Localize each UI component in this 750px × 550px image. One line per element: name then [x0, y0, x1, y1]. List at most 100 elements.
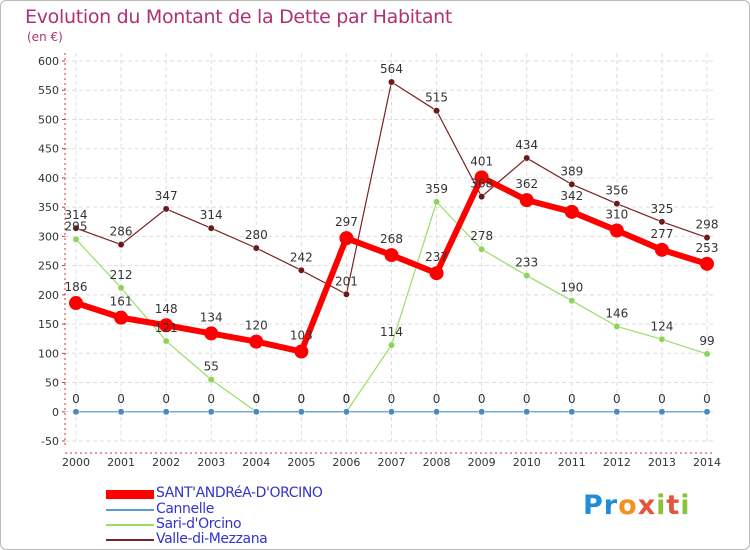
data-point-3: [69, 296, 83, 311]
data-point-0: [703, 234, 711, 242]
data-label: 401: [470, 154, 493, 168]
data-label: 212: [110, 268, 133, 282]
data-label: 186: [65, 280, 88, 294]
data-point-0: [568, 180, 576, 188]
x-tick-label: 2009: [468, 456, 496, 469]
legend-swatch-sant-andrea: [106, 490, 154, 499]
legend-label-valle-di-mezzana: Valle-di-Mezzana: [156, 531, 268, 547]
data-label: 201: [335, 274, 358, 288]
data-label: 389: [560, 164, 583, 178]
data-label: 297: [335, 215, 358, 229]
data-label: 359: [425, 182, 448, 196]
y-tick-label: -50: [41, 435, 59, 448]
data-label: 0: [207, 392, 215, 406]
legend-item-sari-dorcino: Sari-d'Orcino: [106, 516, 486, 533]
data-label: 124: [650, 319, 673, 333]
data-point-2: [162, 408, 170, 416]
data-point-0: [523, 154, 531, 162]
data-label: 280: [245, 228, 268, 242]
x-tick-label: 2012: [603, 456, 631, 469]
data-label: 515: [425, 91, 448, 105]
data-point-0: [478, 193, 486, 201]
data-label: 347: [155, 189, 178, 203]
data-point-2: [703, 408, 711, 416]
data-point-1: [478, 245, 486, 253]
data-label: 120: [245, 319, 268, 333]
legend-label-sari-dorcino: Sari-d'Orcino: [156, 516, 242, 532]
data-point-2: [613, 408, 621, 416]
data-point-0: [342, 290, 350, 298]
data-label: 564: [380, 62, 403, 76]
data-point-1: [433, 198, 441, 206]
data-point-3: [384, 248, 399, 263]
y-tick-label: 450: [38, 143, 59, 156]
data-label: 242: [290, 250, 313, 264]
data-label: 314: [200, 208, 223, 222]
legend-label-sant-andrea: SANT'ANDRéA-D'ORCINO: [156, 485, 323, 501]
data-point-2: [342, 408, 350, 416]
data-label: 295: [65, 219, 88, 233]
data-point-3: [564, 204, 579, 219]
data-point-3: [159, 318, 174, 333]
data-point-2: [297, 408, 305, 416]
data-point-1: [658, 335, 666, 343]
data-label: 103: [290, 329, 313, 343]
data-label: 0: [298, 392, 306, 406]
data-label: 368: [470, 177, 493, 191]
data-point-2: [72, 408, 80, 416]
y-tick-label: 550: [38, 84, 59, 97]
data-point-2: [523, 408, 531, 416]
x-tick-label: 2010: [513, 456, 541, 469]
data-label: 342: [560, 189, 583, 203]
data-label: 253: [696, 241, 719, 255]
data-label: 161: [110, 295, 133, 309]
data-label: 298: [696, 218, 719, 232]
data-label: 0: [388, 392, 396, 406]
data-label: 0: [343, 392, 351, 406]
data-label: 121: [155, 321, 178, 335]
data-point-0: [207, 224, 215, 232]
data-point-1: [162, 337, 170, 345]
y-tick-label: 400: [38, 172, 59, 185]
legend-swatch-cannelle: [106, 509, 154, 511]
y-tick-label: 350: [38, 201, 59, 214]
data-label: 0: [703, 392, 711, 406]
data-label: 362: [515, 177, 538, 191]
data-point-0: [433, 107, 441, 115]
data-label: 0: [252, 392, 260, 406]
data-label: 325: [650, 202, 673, 216]
x-tick-label: 2011: [558, 456, 586, 469]
y-tick-label: 500: [38, 113, 59, 126]
data-point-3: [204, 326, 219, 341]
data-point-2: [388, 408, 395, 416]
data-point-1: [117, 284, 125, 292]
data-label: 99: [699, 334, 714, 348]
data-point-3: [474, 170, 489, 185]
x-tick-label: 2006: [332, 456, 360, 469]
data-point-0: [252, 244, 260, 252]
data-label: 277: [650, 227, 673, 241]
data-point-3: [294, 344, 309, 359]
data-label: 0: [72, 392, 80, 406]
data-point-3: [609, 223, 624, 238]
data-point-2: [252, 408, 260, 416]
data-label: 314: [65, 208, 88, 222]
legend-item-sant-andrea: SANT'ANDRéA-D'ORCINO: [106, 485, 486, 502]
x-tick-label: 2014: [693, 456, 721, 469]
x-tick-label: 2001: [107, 456, 135, 469]
data-point-3: [429, 266, 444, 281]
chart-subtitle: (en €): [27, 30, 63, 44]
data-point-3: [339, 231, 354, 246]
data-label: 0: [433, 392, 441, 406]
y-tick-label: 200: [38, 289, 59, 302]
x-tick-label: 2005: [287, 456, 315, 469]
data-point-2: [207, 408, 215, 416]
x-tick-label: 2008: [423, 456, 451, 469]
data-point-0: [162, 205, 170, 213]
data-point-2: [478, 408, 486, 416]
data-point-0: [613, 200, 621, 208]
data-label: 134: [200, 310, 223, 324]
data-label: 268: [380, 232, 403, 246]
